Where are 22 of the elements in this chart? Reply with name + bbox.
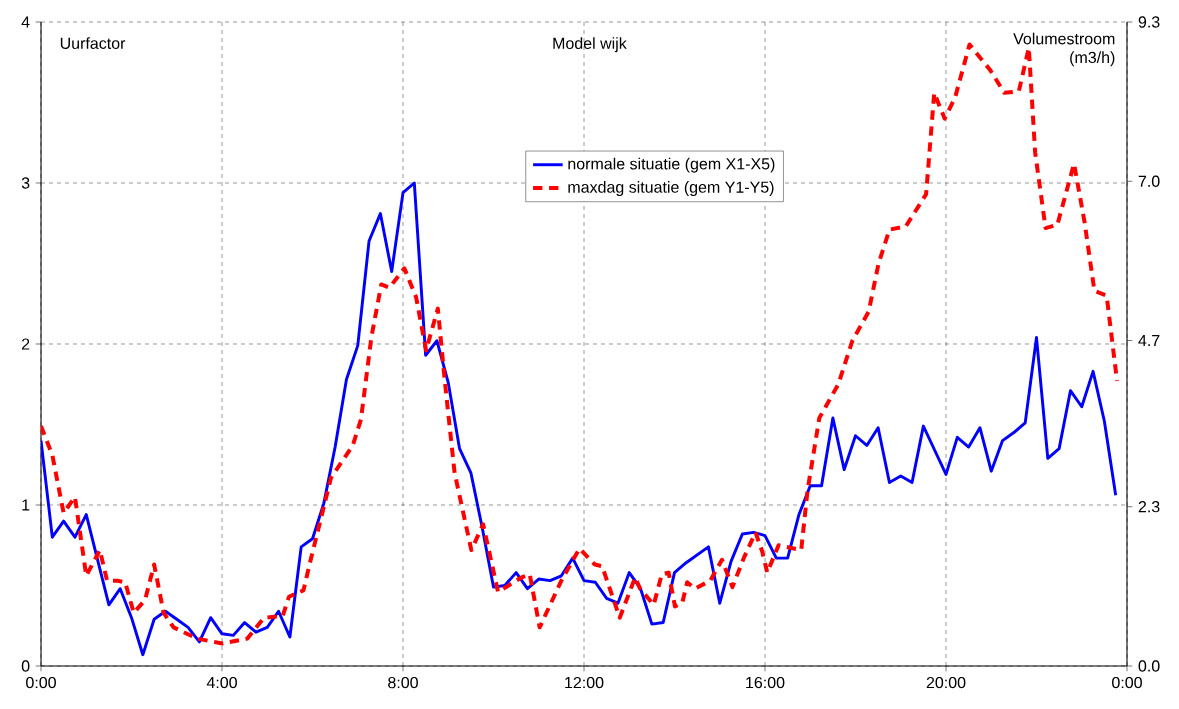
y-tick-label: 3 <box>21 177 30 189</box>
y2-axis-title: Volumestroom (m3/h) <box>1013 32 1115 67</box>
x-tick-label: 0:00 <box>1112 676 1142 689</box>
x-tick-label: 4:00 <box>206 676 237 689</box>
y2-tick-label: 0.0 <box>1138 660 1160 672</box>
x-tick-label: 12:00 <box>565 676 604 689</box>
y-tick-label: 4 <box>21 16 30 28</box>
y2-tick-label: 4.7 <box>1138 335 1160 347</box>
text: Model wijk <box>553 37 627 53</box>
y-tick-label: 0 <box>21 660 30 672</box>
x-tick-label: 16:00 <box>746 676 785 689</box>
legend-label: normale situatie (gem X1-X5) <box>568 157 775 173</box>
y2-tick-label: 7.0 <box>1138 175 1160 187</box>
y-tick-label: 1 <box>22 499 30 511</box>
y-tick-label: 2 <box>21 338 30 350</box>
y-axis-title: Uurfactor <box>60 37 126 49</box>
legend-label: maxdag situatie (gem Y1-Y5) <box>568 181 774 196</box>
y2-tick-label: 2.3 <box>1138 501 1160 513</box>
y2-tick-label: 9.3 <box>1138 16 1160 28</box>
x-tick-label: 0:00 <box>26 676 56 689</box>
x-tick-label: 8:00 <box>388 676 418 689</box>
x-tick-label: 20:00 <box>926 676 966 689</box>
